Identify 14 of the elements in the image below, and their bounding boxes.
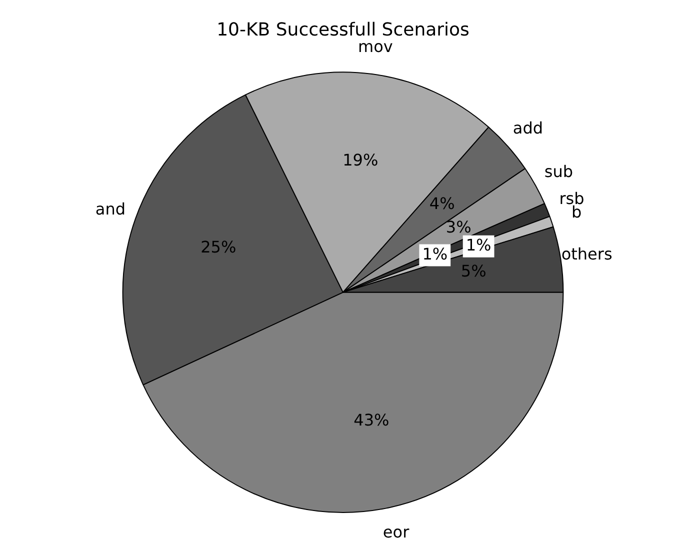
slice-label: sub: [544, 162, 574, 181]
data-label: 25%: [200, 237, 236, 256]
slice-label: rsb: [559, 189, 584, 208]
slice-label: add: [512, 118, 544, 138]
slice-label: eor: [382, 522, 410, 542]
data-label: 1%: [422, 244, 448, 264]
data-label: 43%: [354, 410, 390, 430]
data-label: 4%: [429, 194, 455, 214]
slice-label: and: [95, 199, 126, 218]
data-label: 5%: [460, 262, 486, 281]
data-label: 19%: [342, 150, 378, 170]
slice-label: others: [561, 244, 612, 264]
data-label: 3%: [446, 217, 472, 236]
data-label: 1%: [466, 236, 492, 255]
